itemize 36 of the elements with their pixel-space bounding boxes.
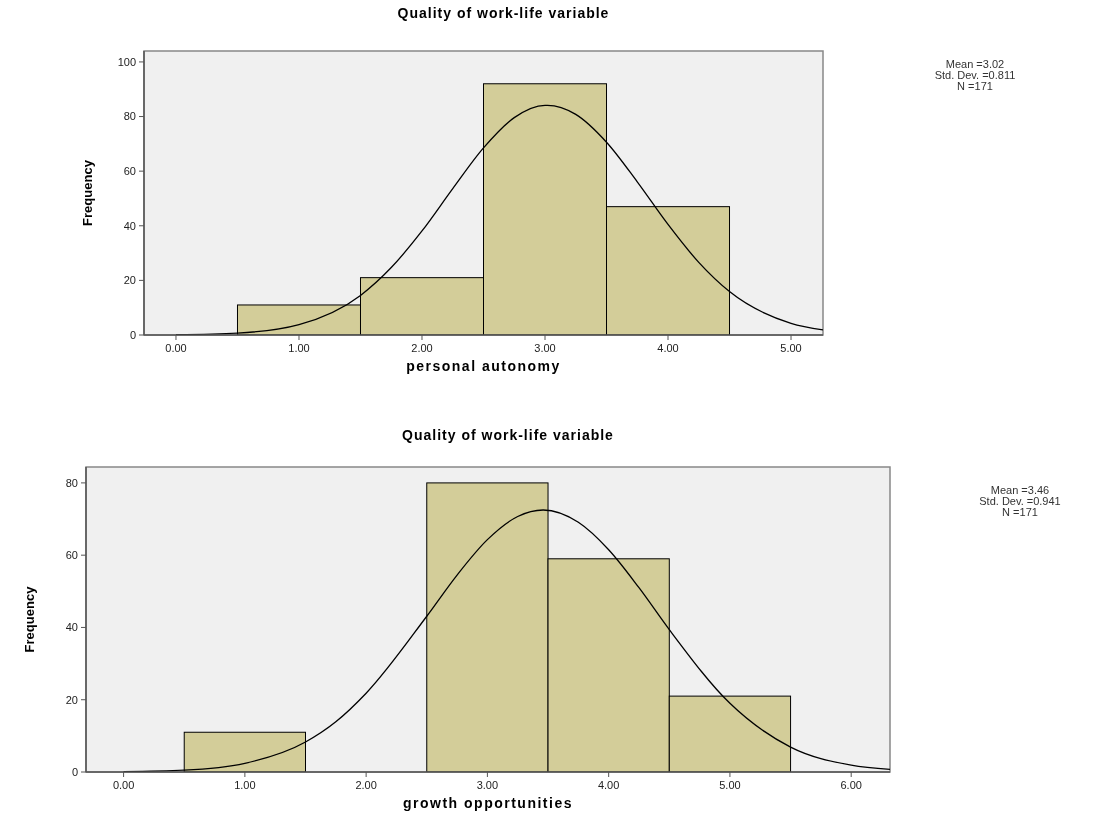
x-tick-label: 3.00 bbox=[534, 342, 556, 354]
y-axis-title: Frequency bbox=[22, 585, 37, 653]
y-tick-label: 80 bbox=[65, 476, 78, 489]
x-tick-label: 1.00 bbox=[234, 779, 256, 791]
x-tick-label: 0.00 bbox=[165, 342, 187, 354]
text: Mean =3.02 bbox=[945, 58, 1005, 70]
text: Std. Dev. =0.941 bbox=[979, 495, 1061, 507]
x-axis-title: personal autonomy bbox=[406, 358, 561, 374]
chart-title: Quality of work-life variable bbox=[397, 5, 610, 21]
text: Std. Dev. =0.811 bbox=[934, 69, 1016, 81]
y-tick-label: 40 bbox=[65, 621, 78, 634]
y-tick-label: 0 bbox=[129, 328, 136, 341]
text: N =171 bbox=[957, 80, 993, 92]
text: N =171 bbox=[1002, 506, 1038, 518]
y-tick-label: 60 bbox=[65, 549, 78, 562]
x-tick-label: 0.00 bbox=[112, 779, 135, 791]
x-axis-title: growth opportunities bbox=[403, 795, 573, 811]
chart-title: Quality of work-life variable bbox=[402, 427, 614, 443]
x-tick-label: 6.00 bbox=[840, 779, 862, 791]
x-tick-label: 4.00 bbox=[597, 779, 620, 791]
x-tick-label: 5.00 bbox=[780, 342, 802, 354]
y-tick-label: 80 bbox=[123, 110, 136, 123]
x-tick-label: 1.00 bbox=[288, 342, 310, 354]
y-tick-label: 0 bbox=[71, 765, 78, 778]
y-tick-label: 20 bbox=[123, 274, 136, 287]
x-tick-label: 2.00 bbox=[411, 342, 433, 354]
y-tick-label: 20 bbox=[65, 693, 78, 706]
y-axis-title: Frequency bbox=[80, 159, 95, 226]
text: Mean =3.46 bbox=[990, 484, 1050, 496]
x-tick-label: 3.00 bbox=[476, 779, 499, 791]
x-tick-label: 5.00 bbox=[719, 779, 741, 791]
x-tick-label: 4.00 bbox=[657, 342, 679, 354]
y-tick-label: 100 bbox=[117, 55, 136, 68]
y-tick-label: 60 bbox=[123, 165, 136, 177]
y-tick-label: 40 bbox=[123, 219, 136, 232]
x-tick-label: 2.00 bbox=[355, 779, 377, 791]
